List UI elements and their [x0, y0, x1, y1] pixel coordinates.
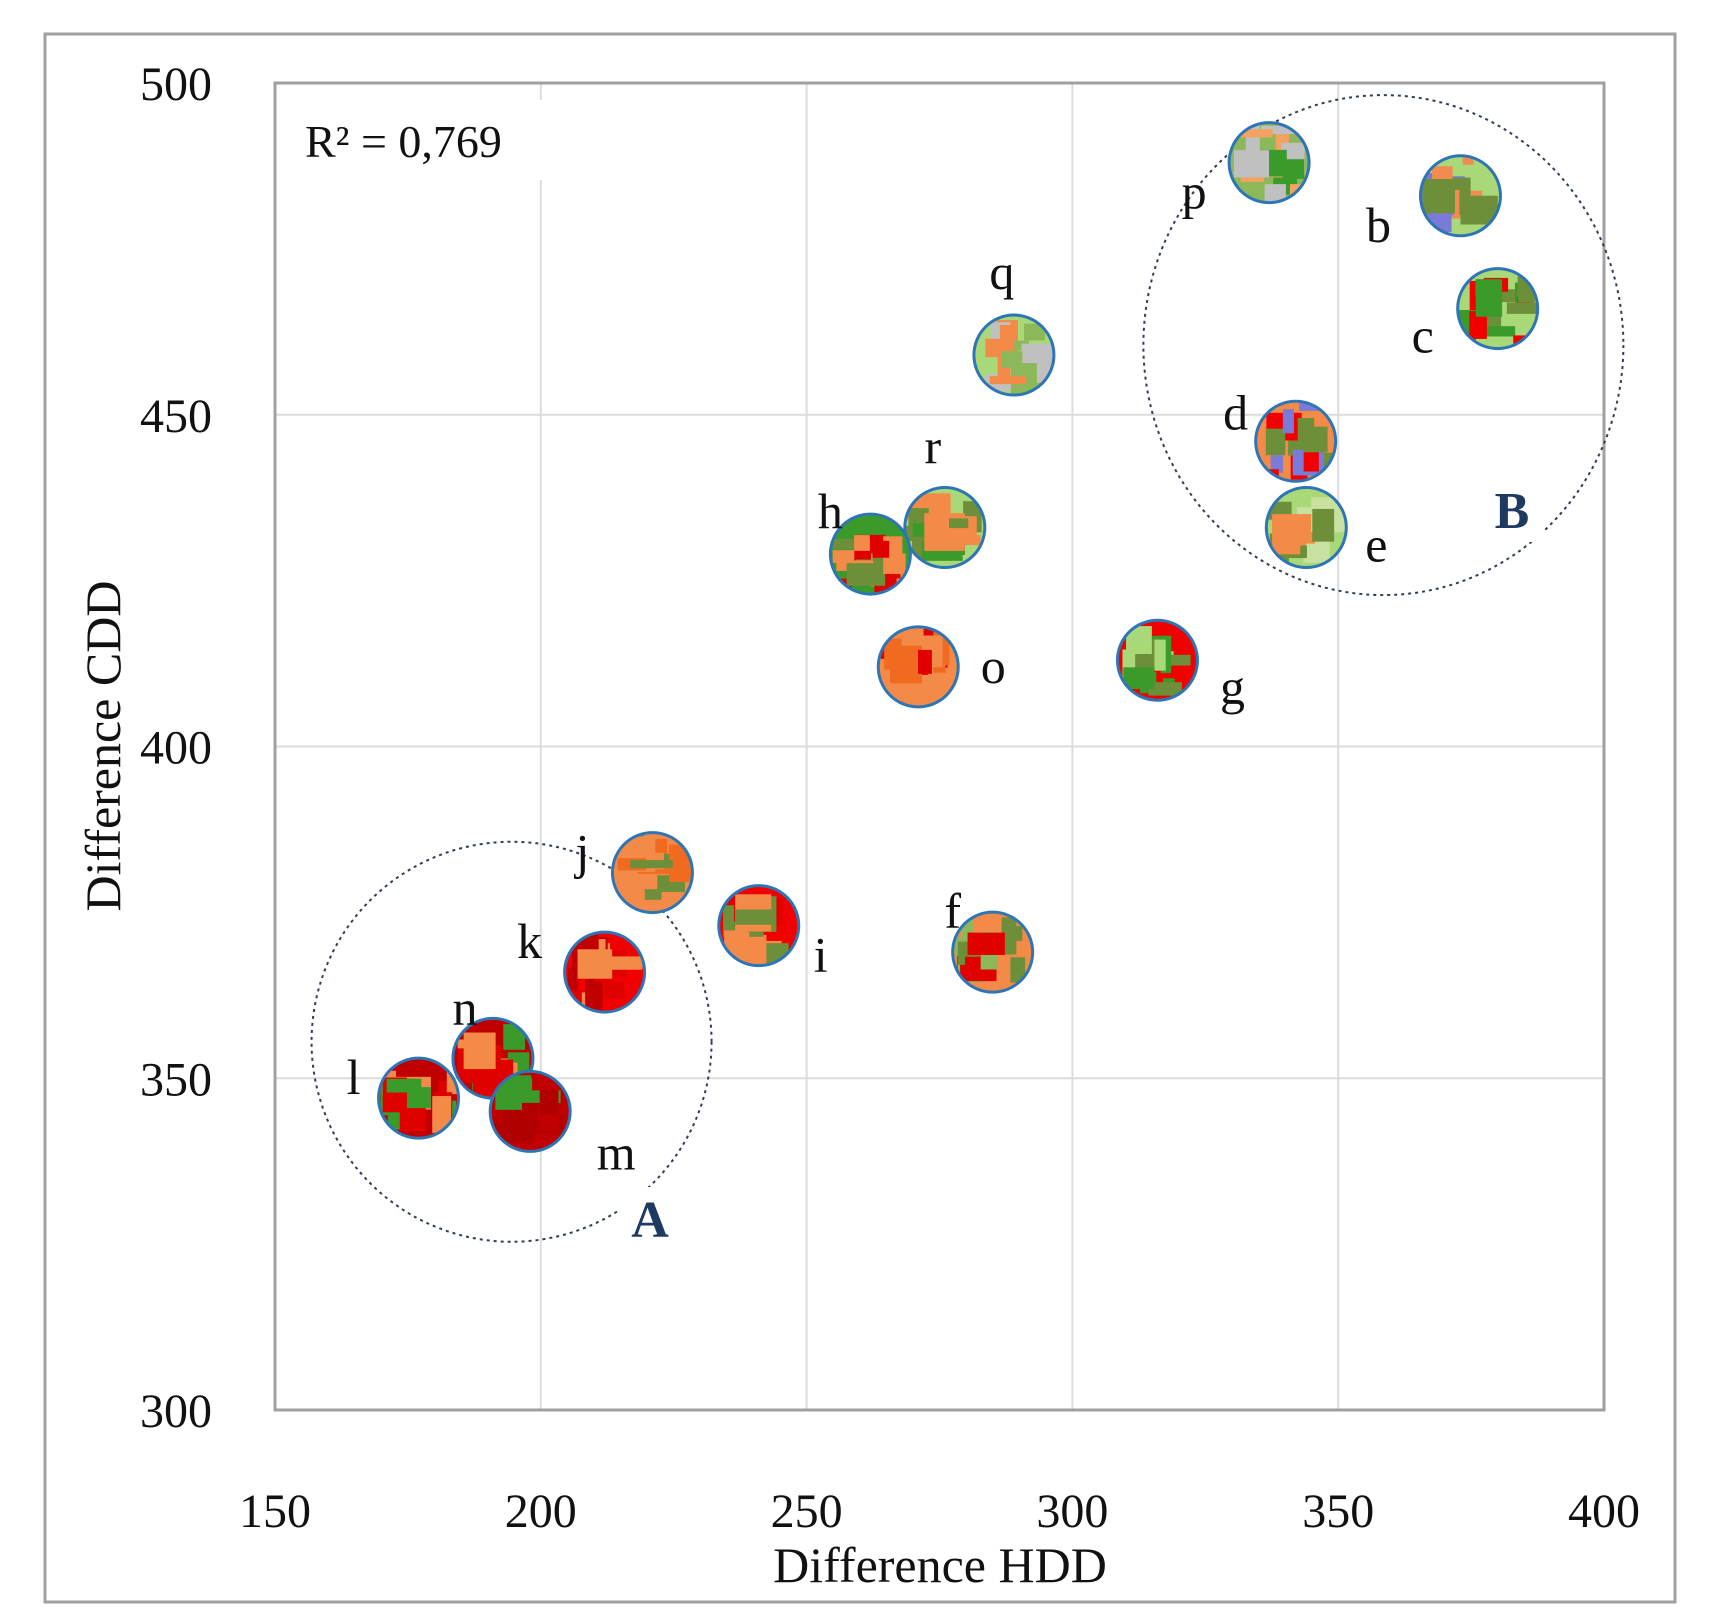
- data-point-outline: [610, 831, 694, 915]
- point-label-i: i: [814, 927, 828, 983]
- point-label-m: m: [597, 1124, 636, 1180]
- point-label-o: o: [981, 638, 1006, 694]
- y-tick-label: 400: [140, 722, 212, 775]
- outer-frame: [43, 32, 1677, 1604]
- data-point-outline: [1456, 267, 1540, 351]
- y-axis-title: Difference CDD: [75, 581, 131, 912]
- data-point-outline: [876, 625, 960, 709]
- x-axis-title: Difference HDD: [773, 1537, 1107, 1593]
- data-point-outline: [1418, 154, 1502, 238]
- x-tick-label: 150: [239, 1485, 311, 1538]
- r2-annotation-bg: [300, 100, 570, 180]
- data-point-r: r: [903, 419, 987, 570]
- group-label-b: B: [1495, 483, 1530, 540]
- data-point-o: o: [876, 625, 1006, 709]
- data-point-g: g: [1115, 618, 1245, 715]
- point-label-b: b: [1366, 197, 1391, 253]
- data-point-b: b: [1366, 154, 1502, 253]
- r2-annotation: R² = 0,769: [305, 116, 502, 167]
- data-point-p: p: [1182, 121, 1311, 220]
- point-label-f: f: [944, 883, 961, 939]
- y-tick-label: 350: [140, 1053, 212, 1106]
- group-label-bg: [1480, 478, 1544, 542]
- point-label-q: q: [989, 244, 1014, 300]
- data-point-outline: [488, 1069, 572, 1153]
- x-tick-label: 350: [1302, 1485, 1374, 1538]
- data-point-q: q: [972, 244, 1056, 397]
- x-tick-label: 250: [771, 1485, 843, 1538]
- group-label-bg: [618, 1187, 682, 1251]
- data-point-outline: [377, 1056, 461, 1140]
- tick-labels: 150 200 250 300 350 400 300 350 400 450 500: [140, 58, 1640, 1538]
- point-label-g: g: [1220, 659, 1245, 715]
- data-point-f: f: [944, 883, 1035, 994]
- point-label-l: l: [347, 1049, 361, 1105]
- data-point-outline: [972, 313, 1056, 397]
- x-tick-label: 200: [505, 1485, 577, 1538]
- data-point-outline: [903, 486, 987, 570]
- data-point-m: m: [488, 1069, 636, 1180]
- point-label-n: n: [452, 979, 477, 1035]
- data-point-l: l: [347, 1049, 461, 1140]
- data-point-outline: [828, 512, 912, 596]
- point-label-p: p: [1182, 164, 1207, 220]
- data-point-i: i: [717, 884, 828, 983]
- data-point-outline: [1115, 618, 1199, 702]
- x-tick-label: 400: [1568, 1485, 1640, 1538]
- x-tick-label: 300: [1036, 1485, 1108, 1538]
- data-points: p bc q d e r h o g j i f kn l m: [347, 121, 1540, 1180]
- data-point-outline: [563, 930, 647, 1014]
- point-label-j: j: [573, 824, 589, 880]
- y-tick-label: 500: [140, 58, 212, 111]
- y-tick-label: 300: [140, 1385, 212, 1438]
- data-point-e: e: [1264, 486, 1387, 573]
- data-point-outline: [1227, 121, 1311, 205]
- plot-border: [273, 81, 1606, 1412]
- point-label-k: k: [517, 913, 542, 969]
- point-label-c: c: [1412, 308, 1434, 364]
- point-label-h: h: [818, 483, 843, 539]
- point-label-d: d: [1223, 384, 1248, 440]
- group-label-a: A: [631, 1192, 669, 1249]
- group-outlines: AB: [310, 94, 1625, 1251]
- data-point-d: d: [1223, 384, 1338, 483]
- data-point-outline: [951, 910, 1035, 994]
- y-tick-label: 450: [140, 390, 212, 443]
- group-outline-a: [310, 840, 713, 1243]
- data-point-n: n: [451, 979, 535, 1100]
- point-label-r: r: [924, 419, 941, 475]
- point-label-e: e: [1365, 517, 1387, 573]
- data-point-outline: [717, 884, 801, 968]
- data-point-c: c: [1412, 267, 1540, 364]
- data-point-outline: [1264, 486, 1348, 570]
- data-point-outline: [1254, 399, 1338, 483]
- data-point-k: k: [517, 913, 647, 1014]
